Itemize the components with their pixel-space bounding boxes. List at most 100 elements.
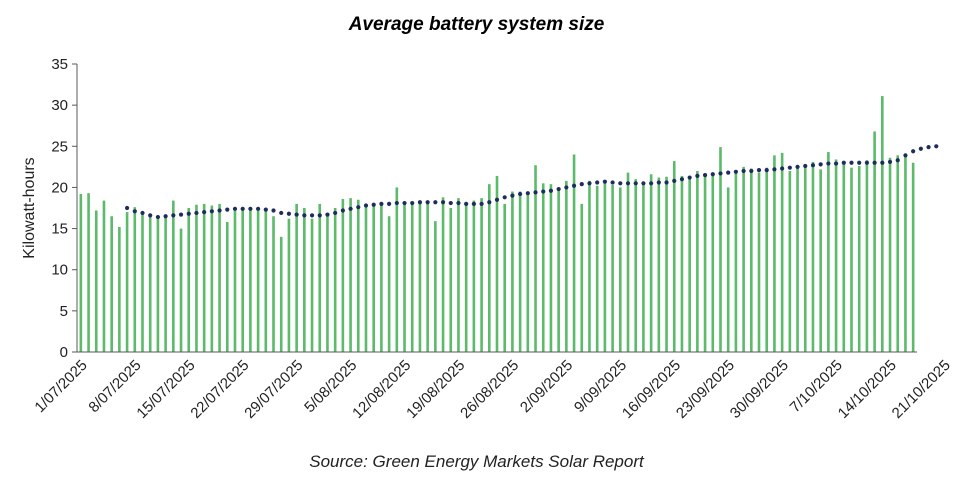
y-tick-label: 35: [51, 56, 68, 73]
trend-point: [587, 181, 592, 186]
bar: [179, 228, 183, 352]
trend-point: [795, 164, 800, 169]
bar: [164, 216, 167, 352]
trend-point: [148, 213, 153, 218]
trend-point: [217, 208, 222, 213]
bar: [911, 162, 915, 352]
trend-point: [248, 206, 253, 211]
trend-point: [124, 205, 130, 211]
bar: [742, 166, 745, 352]
bar: [410, 203, 414, 352]
bar: [487, 184, 491, 352]
trend-point: [410, 200, 415, 206]
bar: [287, 218, 291, 352]
bar: [711, 175, 715, 352]
bar: [333, 208, 337, 352]
bar: [703, 173, 707, 352]
trend-point: [240, 206, 245, 211]
trend-point: [518, 191, 523, 197]
bar: [102, 200, 106, 352]
trend-point: [309, 213, 315, 218]
x-tick-label: 30/09/2025: [727, 357, 792, 422]
bar: [279, 236, 283, 352]
trend-point: [379, 201, 384, 206]
y-axis-title: Kilowatt-hours: [21, 157, 38, 258]
bar: [264, 210, 268, 352]
trend-point: [849, 160, 854, 165]
trend-point: [687, 175, 692, 180]
bar: [318, 203, 322, 352]
bar: [788, 170, 792, 352]
trend-point: [772, 167, 777, 172]
bar: [202, 203, 206, 352]
trend-point: [672, 178, 677, 183]
trend-point: [710, 172, 715, 177]
trend-point: [510, 193, 515, 198]
trend-point: [209, 209, 214, 214]
trend-point: [525, 191, 530, 196]
trend-point: [726, 170, 731, 175]
trend-point: [918, 146, 923, 151]
trend-point: [471, 201, 476, 206]
x-tick-label: 29/07/2025: [241, 357, 306, 422]
bar: [387, 216, 391, 352]
trend-point: [356, 205, 361, 210]
bar: [256, 208, 260, 352]
bar: [626, 172, 630, 352]
trend-point: [741, 168, 746, 174]
x-axis: 1/07/20258/07/202515/07/202522/07/202529…: [31, 357, 953, 422]
bar: [565, 180, 568, 352]
trend-point: [826, 161, 831, 166]
bar: [156, 218, 160, 352]
trend-point: [548, 188, 554, 193]
trend-point: [625, 181, 631, 186]
trend-point: [271, 208, 276, 213]
y-axis: 0 5 10 15 20 25 30 35: [51, 56, 77, 361]
trend-point: [595, 180, 600, 185]
trend-point: [895, 158, 900, 163]
bar: [241, 208, 244, 352]
trend-point: [140, 210, 145, 216]
bar: [210, 205, 214, 352]
trend-point: [749, 168, 754, 174]
trend-point: [333, 210, 338, 216]
bar: [503, 203, 507, 352]
x-tick-label: 2/09/2025: [517, 357, 576, 416]
trend-point: [433, 200, 438, 205]
trend-point: [456, 200, 461, 206]
bar: [441, 197, 445, 352]
trend-point: [286, 211, 292, 216]
x-tick-label: 1/07/2025: [31, 357, 90, 416]
trend-point: [325, 212, 330, 217]
trend-point: [818, 162, 823, 167]
trend-point: [425, 200, 430, 205]
bar: [850, 167, 853, 352]
bar: [511, 191, 514, 352]
x-tick-label: 21/10/2025: [889, 357, 953, 422]
bar: [904, 154, 907, 352]
trend-point: [934, 144, 939, 149]
trend-point: [556, 186, 561, 192]
bar: [449, 208, 453, 352]
trend-point: [926, 145, 931, 150]
trend-point: [702, 172, 708, 178]
trend-point: [764, 168, 769, 173]
bar: [696, 170, 699, 352]
bar: [603, 180, 607, 352]
trend-point: [602, 179, 607, 184]
trend-point: [880, 160, 885, 165]
trend-point: [317, 213, 322, 218]
bar: [588, 180, 591, 352]
trend-point: [256, 206, 261, 211]
trend-point: [294, 212, 299, 217]
trend-point: [440, 200, 446, 205]
trend-point: [163, 214, 168, 219]
trend-point: [225, 207, 230, 212]
y-tick-label: 5: [60, 303, 68, 320]
trend-point: [417, 200, 423, 205]
bar: [688, 177, 691, 352]
trend-point: [132, 209, 137, 214]
trend-point: [780, 166, 785, 171]
bar: [472, 200, 476, 352]
